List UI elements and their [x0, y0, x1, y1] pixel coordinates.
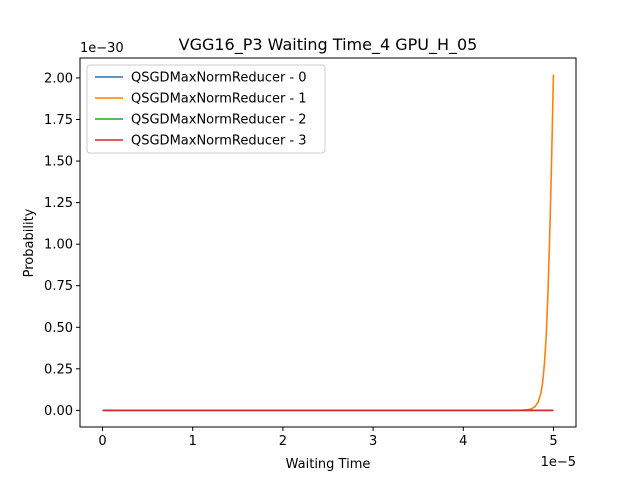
y-tick-label: 1.25	[44, 196, 73, 211]
y-axis-ticks: 0.00 0.25 0.50 0.75 1.00 1.25 1.50 1.75 2.00	[44, 71, 80, 419]
x-axis-offset-label: 1e−5	[541, 455, 576, 470]
x-axis-label: Waiting Time	[286, 457, 371, 472]
x-tick-label: 1	[189, 434, 197, 449]
y-axis-label: Probability	[22, 208, 37, 277]
legend-label-3: QSGDMaxNormReducer - 3	[131, 134, 307, 149]
y-tick-label: 0.25	[44, 362, 73, 377]
plot-frame	[79, 57, 577, 428]
y-tick-label: 0.50	[44, 321, 73, 336]
legend-label-0: QSGDMaxNormReducer - 0	[131, 71, 307, 86]
x-axis-ticks: 0 1 2 3 4 5	[98, 427, 558, 449]
x-tick-label: 5	[549, 434, 557, 449]
x-tick-label: 0	[98, 434, 106, 449]
y-tick-label: 0.75	[44, 279, 73, 294]
y-tick-label: 0.00	[44, 404, 73, 419]
legend-label-1: QSGDMaxNormReducer - 1	[131, 92, 307, 107]
y-tick-label: 2.00	[44, 71, 73, 86]
x-tick-label: 4	[459, 434, 467, 449]
y-axis-offset-label: 1e−30	[80, 41, 124, 56]
chart-title: VGG16_P3 Waiting Time_4 GPU_H_05	[179, 35, 478, 55]
x-tick-label: 3	[369, 434, 377, 449]
legend-box	[86, 64, 326, 154]
legend-label-2: QSGDMaxNormReducer - 2	[131, 113, 307, 128]
y-tick-label: 1.75	[44, 113, 73, 128]
x-tick-label: 2	[279, 434, 287, 449]
legend: QSGDMaxNormReducer - 0 QSGDMaxNormReducer…	[86, 64, 326, 154]
y-tick-label: 1.50	[44, 155, 73, 170]
y-tick-label: 1.00	[44, 238, 73, 253]
series-layer	[102, 74, 555, 412]
